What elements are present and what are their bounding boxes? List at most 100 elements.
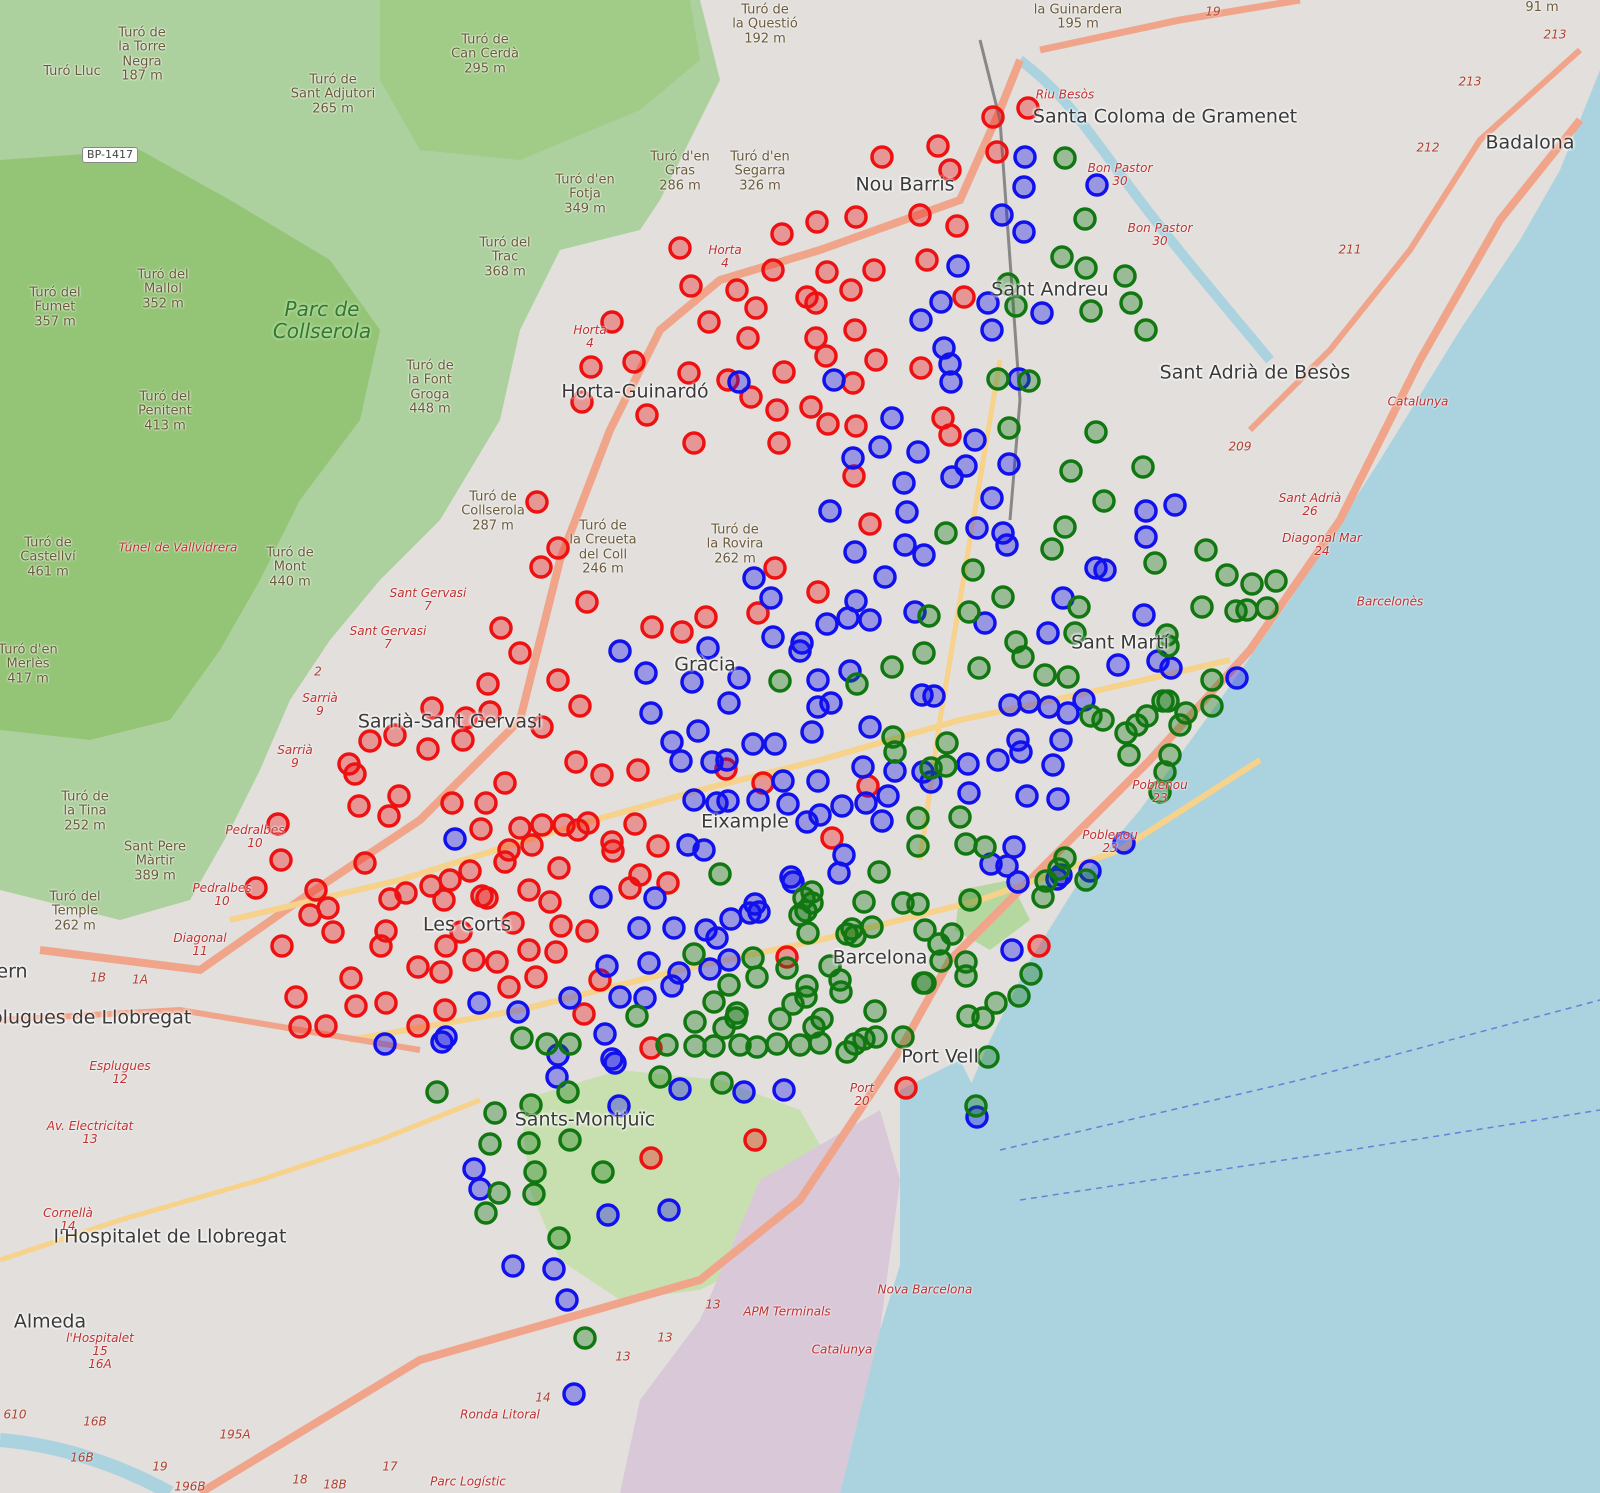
marker-blue[interactable] <box>1085 173 1109 197</box>
marker-blue[interactable] <box>660 974 684 998</box>
marker-blue[interactable] <box>692 838 716 862</box>
marker-red[interactable] <box>568 694 592 718</box>
marker-green[interactable] <box>745 965 769 989</box>
marker-blue[interactable] <box>912 543 936 567</box>
marker-blue[interactable] <box>1112 831 1136 855</box>
marker-blue[interactable] <box>668 1077 692 1101</box>
marker-green[interactable] <box>1007 984 1031 1008</box>
marker-red[interactable] <box>270 934 294 958</box>
marker-green[interactable] <box>891 1025 915 1049</box>
marker-blue[interactable] <box>830 794 854 818</box>
marker-blue[interactable] <box>973 611 997 635</box>
marker-blue[interactable] <box>772 1078 796 1102</box>
marker-green[interactable] <box>1190 595 1214 619</box>
marker-red[interactable] <box>725 278 749 302</box>
marker-green[interactable] <box>929 949 953 973</box>
marker-green[interactable] <box>768 1007 792 1031</box>
marker-blue[interactable] <box>746 788 770 812</box>
marker-blue[interactable] <box>634 661 658 685</box>
marker-green[interactable] <box>1050 245 1074 269</box>
marker-red[interactable] <box>530 813 554 837</box>
marker-red[interactable] <box>493 850 517 874</box>
marker-blue[interactable] <box>763 732 787 756</box>
marker-blue[interactable] <box>998 693 1022 717</box>
marker-red[interactable] <box>799 395 823 419</box>
marker-green[interactable] <box>717 973 741 997</box>
marker-blue[interactable] <box>876 784 900 808</box>
marker-green[interactable] <box>510 1026 534 1050</box>
marker-green[interactable] <box>775 956 799 980</box>
marker-green[interactable] <box>934 521 958 545</box>
marker-blue[interactable] <box>1030 301 1054 325</box>
marker-red[interactable] <box>244 876 268 900</box>
marker-blue[interactable] <box>1037 695 1061 719</box>
marker-green[interactable] <box>971 1006 995 1030</box>
marker-red[interactable] <box>746 601 770 625</box>
marker-blue[interactable] <box>1017 690 1041 714</box>
marker-blue[interactable] <box>1134 499 1158 523</box>
marker-red[interactable] <box>458 859 482 883</box>
marker-blue[interactable] <box>836 606 860 630</box>
marker-red[interactable] <box>804 326 828 350</box>
marker-blue[interactable] <box>741 732 765 756</box>
marker-red[interactable] <box>679 274 703 298</box>
marker-blue[interactable] <box>589 885 613 909</box>
marker-red[interactable] <box>952 285 976 309</box>
marker-red[interactable] <box>981 105 1005 129</box>
marker-red[interactable] <box>525 490 549 514</box>
marker-red[interactable] <box>508 641 532 665</box>
marker-red[interactable] <box>485 950 509 974</box>
marker-red[interactable] <box>579 355 603 379</box>
marker-green[interactable] <box>835 1040 859 1064</box>
marker-red[interactable] <box>805 210 829 234</box>
marker-blue[interactable] <box>806 668 830 692</box>
marker-red[interactable] <box>429 960 453 984</box>
marker-green[interactable] <box>625 1004 649 1028</box>
marker-green[interactable] <box>957 600 981 624</box>
marker-blue[interactable] <box>1012 175 1036 199</box>
marker-green[interactable] <box>1134 318 1158 342</box>
marker-red[interactable] <box>449 920 473 944</box>
marker-blue[interactable] <box>1006 870 1030 894</box>
marker-green[interactable] <box>1073 207 1097 231</box>
marker-green[interactable] <box>708 862 732 886</box>
marker-blue[interactable] <box>788 639 812 663</box>
marker-green[interactable] <box>768 669 792 693</box>
marker-red[interactable] <box>374 991 398 1015</box>
marker-red[interactable] <box>493 771 517 795</box>
marker-red[interactable] <box>517 938 541 962</box>
marker-red[interactable] <box>816 412 840 436</box>
marker-blue[interactable] <box>1046 787 1070 811</box>
marker-green[interactable] <box>1011 645 1035 669</box>
marker-green[interactable] <box>796 921 820 945</box>
marker-green[interactable] <box>655 1033 679 1057</box>
marker-blue[interactable] <box>542 1257 566 1281</box>
marker-green[interactable] <box>1156 634 1180 658</box>
marker-blue[interactable] <box>593 1022 617 1046</box>
marker-blue[interactable] <box>443 827 467 851</box>
marker-green[interactable] <box>976 1045 1000 1069</box>
marker-red[interactable] <box>767 431 791 455</box>
marker-green[interactable] <box>523 1160 547 1184</box>
marker-green[interactable] <box>935 731 959 755</box>
marker-red[interactable] <box>347 794 371 818</box>
marker-red[interactable] <box>761 258 785 282</box>
marker-green[interactable] <box>745 1035 769 1059</box>
marker-red[interactable] <box>576 811 600 835</box>
marker-green[interactable] <box>556 1080 580 1104</box>
marker-blue[interactable] <box>468 1177 492 1201</box>
marker-green[interactable] <box>852 890 876 914</box>
marker-red[interactable] <box>549 914 573 938</box>
marker-red[interactable] <box>434 934 458 958</box>
marker-green[interactable] <box>1067 595 1091 619</box>
marker-red[interactable] <box>870 145 894 169</box>
marker-green[interactable] <box>954 832 978 856</box>
marker-blue[interactable] <box>906 440 930 464</box>
marker-red[interactable] <box>844 414 868 438</box>
marker-green[interactable] <box>843 924 867 948</box>
marker-red[interactable] <box>639 1146 663 1170</box>
marker-red[interactable] <box>668 236 692 260</box>
marker-green[interactable] <box>547 1226 571 1250</box>
marker-blue[interactable] <box>727 666 751 690</box>
marker-blue[interactable] <box>747 900 771 924</box>
